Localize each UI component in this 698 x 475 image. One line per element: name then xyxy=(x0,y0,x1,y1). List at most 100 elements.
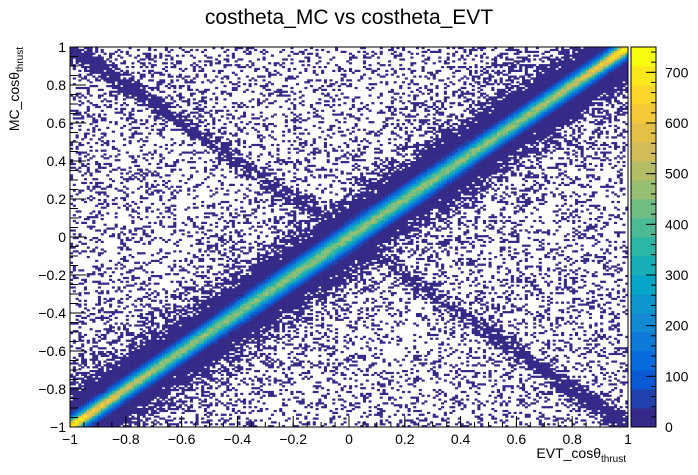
heatmap-cell xyxy=(226,358,230,361)
heatmap-cell xyxy=(92,408,96,411)
heatmap-cell xyxy=(111,79,115,82)
heatmap-cell xyxy=(142,58,146,61)
heatmap-cell xyxy=(148,162,152,166)
heatmap-cell xyxy=(75,362,79,365)
heatmap-cell xyxy=(203,138,208,141)
heatmap-cell xyxy=(212,358,216,361)
heatmap-cell xyxy=(162,90,166,93)
heatmap-cell xyxy=(92,52,96,55)
heatmap-cell xyxy=(187,322,191,325)
heatmap-cell xyxy=(184,67,188,71)
heatmap-cell xyxy=(95,419,99,422)
heatmap-cell xyxy=(81,404,85,407)
heatmap-cell xyxy=(83,409,88,413)
heatmap-cell xyxy=(148,303,152,306)
heatmap-cell xyxy=(145,390,149,394)
heatmap-cell xyxy=(178,358,182,361)
heatmap-cell xyxy=(111,398,115,401)
heatmap-cell xyxy=(201,392,205,395)
heatmap-cell xyxy=(153,299,157,302)
heatmap-cell xyxy=(72,267,76,270)
heatmap-cell xyxy=(148,98,152,101)
heatmap-cell xyxy=(229,297,233,300)
heatmap-cell xyxy=(189,218,194,221)
heatmap-cell xyxy=(164,396,168,399)
heatmap-cell xyxy=(153,322,157,325)
heatmap-cell xyxy=(148,408,152,411)
heatmap-cell xyxy=(97,381,101,384)
heatmap-cell xyxy=(83,221,88,224)
heatmap-cell xyxy=(226,379,230,382)
heatmap-cell xyxy=(117,339,121,342)
heatmap-cell xyxy=(209,360,213,363)
heatmap-cell xyxy=(89,115,93,118)
heatmap-cell xyxy=(117,370,121,373)
heatmap-cell xyxy=(187,235,191,238)
heatmap-cell xyxy=(111,66,115,69)
heatmap-cell xyxy=(78,111,82,114)
heatmap-cell xyxy=(103,408,107,411)
heatmap-cell xyxy=(162,119,166,122)
heatmap-cell xyxy=(70,246,74,249)
heatmap-cell xyxy=(97,385,101,388)
heatmap-cell xyxy=(128,81,132,84)
heatmap-cell xyxy=(198,328,202,331)
heatmap-cell xyxy=(131,237,135,240)
heatmap-cell xyxy=(70,409,74,413)
heatmap-cell xyxy=(167,164,171,167)
heatmap-cell xyxy=(72,406,76,409)
heatmap-cell xyxy=(111,69,115,72)
heatmap-cell xyxy=(184,330,188,333)
heatmap-cell xyxy=(106,415,110,418)
heatmap-cell xyxy=(187,88,191,91)
heatmap-cell xyxy=(206,371,210,375)
heatmap-cell xyxy=(75,62,79,65)
heatmap-cell xyxy=(128,83,132,86)
heatmap-cell xyxy=(231,313,235,316)
heatmap-cell xyxy=(136,140,141,143)
heatmap-cell xyxy=(70,406,74,409)
heatmap-cell xyxy=(231,408,235,411)
heatmap-cell xyxy=(92,404,96,407)
heatmap-cell xyxy=(209,330,213,333)
heatmap-cell xyxy=(167,105,171,109)
heatmap-cell xyxy=(89,398,93,401)
heatmap-cell xyxy=(114,94,118,97)
heatmap-cell xyxy=(95,58,99,61)
heatmap-cell xyxy=(145,417,149,420)
heatmap-cell xyxy=(111,409,115,413)
heatmap-cell xyxy=(89,373,93,376)
heatmap-cell xyxy=(226,143,230,147)
heatmap-cell xyxy=(203,64,208,67)
heatmap-cell xyxy=(229,183,233,186)
heatmap-cell xyxy=(195,271,199,274)
heatmap-cell xyxy=(75,92,79,95)
heatmap-cell xyxy=(95,185,99,188)
heatmap-cell xyxy=(156,326,160,329)
heatmap-cell xyxy=(209,172,213,175)
heatmap-cell xyxy=(212,332,216,335)
heatmap-cell xyxy=(178,381,182,384)
heatmap-cell xyxy=(81,394,85,397)
heatmap-cell xyxy=(167,402,171,405)
heatmap-cell xyxy=(123,256,127,259)
heatmap-cell xyxy=(187,115,191,118)
heatmap-cell xyxy=(72,204,76,207)
heatmap-cell xyxy=(72,330,76,333)
heatmap-cell xyxy=(97,419,101,422)
heatmap-cell xyxy=(100,383,104,386)
heatmap-cell xyxy=(131,347,135,350)
heatmap-cell xyxy=(181,392,185,395)
heatmap-cell xyxy=(150,368,154,371)
heatmap-cell xyxy=(136,389,141,392)
heatmap-cell xyxy=(187,143,191,147)
heatmap-cell xyxy=(72,67,76,71)
heatmap-cell xyxy=(215,157,219,160)
heatmap-cell xyxy=(201,352,205,356)
heatmap-cell xyxy=(100,318,104,321)
heatmap-cell xyxy=(198,151,202,154)
heatmap-cell xyxy=(97,113,101,116)
heatmap-cell xyxy=(189,362,194,365)
heatmap-cell xyxy=(176,75,180,78)
heatmap-cell xyxy=(159,417,163,420)
